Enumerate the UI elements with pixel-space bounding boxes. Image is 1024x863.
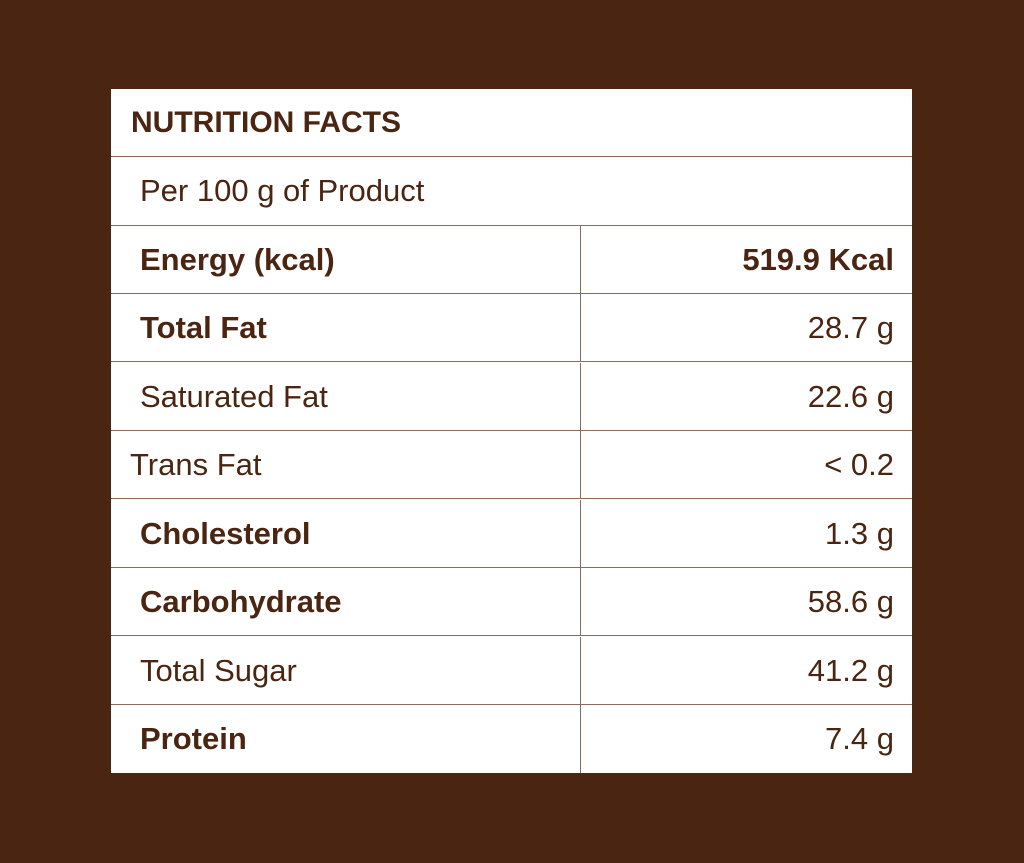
nutrient-value: 22.6 g — [580, 363, 912, 430]
nutrient-label: Energy (kcal) — [140, 241, 335, 277]
row-carbohydrate: Carbohydrate 58.6 g — [111, 568, 912, 636]
nutrient-label: Protein — [140, 721, 247, 756]
row-saturated-fat: Saturated Fat 22.6 g — [111, 363, 912, 431]
nutrition-facts-panel: NUTRITION FACTS Per 100 g of Product Ene… — [111, 89, 912, 773]
nutrient-value: 41.2 g — [580, 637, 912, 704]
nutrient-value: 7.4 g — [580, 705, 912, 773]
nutrient-label: Total Fat — [140, 309, 267, 345]
nutrient-label: Saturated Fat — [140, 378, 328, 414]
row-total-fat: Total Fat 28.7 g — [111, 294, 912, 362]
panel-title: NUTRITION FACTS — [111, 89, 912, 157]
row-total-sugar: Total Sugar 41.2 g — [111, 637, 912, 705]
row-energy: Energy (kcal) 519.9 Kcal — [111, 226, 912, 294]
row-trans-fat: Trans Fat < 0.2 — [111, 431, 912, 499]
serving-basis: Per 100 g of Product — [111, 157, 912, 226]
nutrient-value: 58.6 g — [580, 568, 912, 635]
nutrient-label: Total Sugar — [140, 652, 297, 688]
nutrient-value: < 0.2 — [580, 431, 912, 498]
row-cholesterol: Cholesterol 1.3 g — [111, 500, 912, 568]
nutrient-value: 1.3 g — [580, 500, 912, 567]
nutrient-value: 519.9 Kcal — [580, 226, 912, 293]
nutrient-label: Cholesterol — [140, 515, 311, 551]
nutrient-label: Carbohydrate — [140, 583, 342, 619]
nutrient-label: Trans Fat — [130, 446, 262, 482]
row-protein: Protein 7.4 g — [111, 705, 912, 773]
nutrient-value: 28.7 g — [580, 294, 912, 361]
